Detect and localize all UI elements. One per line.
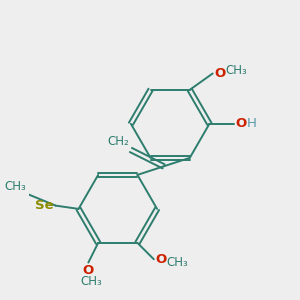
Text: Se: Se [35, 199, 54, 212]
Text: CH₃: CH₃ [166, 256, 188, 269]
Text: H: H [246, 117, 256, 130]
Text: O: O [214, 67, 226, 80]
Text: O: O [83, 264, 94, 277]
Text: CH₂: CH₂ [107, 135, 129, 148]
Text: O: O [155, 253, 167, 266]
Text: CH₃: CH₃ [81, 275, 103, 288]
Text: O: O [236, 117, 247, 130]
Text: CH₃: CH₃ [4, 179, 26, 193]
Text: CH₃: CH₃ [225, 64, 247, 77]
